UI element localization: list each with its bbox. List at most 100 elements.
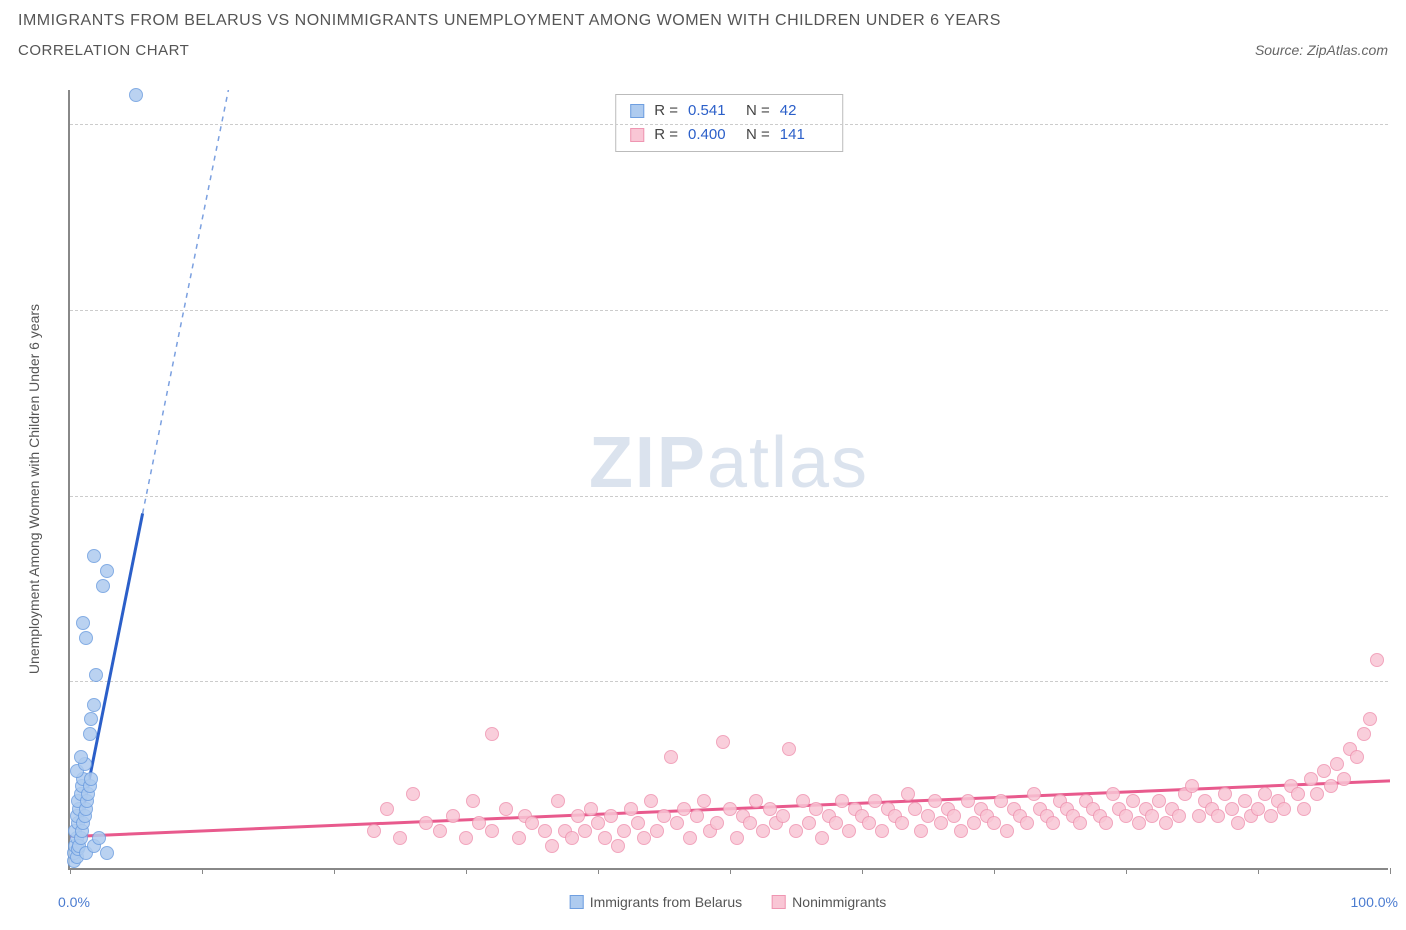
- scatter-point: [1099, 816, 1113, 830]
- scatter-point: [96, 579, 110, 593]
- scatter-point: [921, 809, 935, 823]
- scatter-point: [631, 816, 645, 830]
- scatter-point: [74, 750, 88, 764]
- grid-line: [70, 681, 1388, 682]
- scatter-point: [829, 816, 843, 830]
- grid-line: [70, 310, 1388, 311]
- scatter-point: [1211, 809, 1225, 823]
- scatter-point: [1370, 653, 1384, 667]
- scatter-point: [835, 794, 849, 808]
- scatter-point: [928, 794, 942, 808]
- chart-container: Unemployment Among Women with Children U…: [44, 90, 1388, 888]
- scatter-point: [723, 802, 737, 816]
- scatter-point: [87, 698, 101, 712]
- scatter-point: [730, 831, 744, 845]
- chart-svg-overlay: [70, 90, 1390, 870]
- scatter-point: [868, 794, 882, 808]
- scatter-point: [419, 816, 433, 830]
- scatter-point: [1330, 757, 1344, 771]
- scatter-point: [92, 831, 106, 845]
- scatter-point: [1185, 779, 1199, 793]
- stats-r-label: R =: [654, 99, 678, 123]
- scatter-point: [895, 816, 909, 830]
- scatter-point: [485, 727, 499, 741]
- scatter-point: [584, 802, 598, 816]
- scatter-point: [954, 824, 968, 838]
- x-axis-zero-label: 0.0%: [58, 894, 90, 910]
- scatter-point: [611, 839, 625, 853]
- y-tick-label: 75.0%: [1398, 287, 1406, 303]
- scatter-point: [776, 809, 790, 823]
- scatter-point: [604, 809, 618, 823]
- plot-area: ZIPatlas R =0.541N =42R =0.400N =141 25.…: [68, 90, 1388, 870]
- scatter-point: [802, 816, 816, 830]
- legend-item: Immigrants from Belarus: [570, 894, 742, 910]
- scatter-point: [782, 742, 796, 756]
- scatter-point: [525, 816, 539, 830]
- watermark-light: atlas: [707, 423, 869, 503]
- scatter-point: [571, 809, 585, 823]
- chart-header: Immigrants from Belarus vs Nonimmigrants…: [0, 0, 1406, 59]
- scatter-point: [947, 809, 961, 823]
- scatter-point: [1106, 787, 1120, 801]
- scatter-point: [87, 549, 101, 563]
- x-tick: [466, 868, 467, 874]
- scatter-point: [84, 772, 98, 786]
- scatter-point: [842, 824, 856, 838]
- legend-label: Immigrants from Belarus: [590, 894, 742, 910]
- scatter-point: [1291, 787, 1305, 801]
- scatter-point: [1251, 802, 1265, 816]
- scatter-point: [1337, 772, 1351, 786]
- y-axis-label: Unemployment Among Women with Children U…: [26, 304, 42, 674]
- stats-row: R =0.400N =141: [630, 123, 828, 147]
- scatter-point: [1172, 809, 1186, 823]
- scatter-point: [367, 824, 381, 838]
- scatter-point: [677, 802, 691, 816]
- stats-n-value: 141: [780, 123, 828, 147]
- scatter-point: [466, 794, 480, 808]
- bottom-legend: Immigrants from BelarusNonimmigrants: [570, 894, 887, 910]
- x-tick: [70, 868, 71, 874]
- scatter-point: [1238, 794, 1252, 808]
- scatter-point: [617, 824, 631, 838]
- scatter-point: [1225, 802, 1239, 816]
- scatter-point: [796, 794, 810, 808]
- stats-r-label: R =: [654, 123, 678, 147]
- x-tick: [862, 868, 863, 874]
- scatter-point: [901, 787, 915, 801]
- scatter-point: [961, 794, 975, 808]
- scatter-point: [1277, 802, 1291, 816]
- scatter-point: [1132, 816, 1146, 830]
- scatter-point: [1000, 824, 1014, 838]
- scatter-point: [79, 631, 93, 645]
- scatter-point: [934, 816, 948, 830]
- scatter-point: [591, 816, 605, 830]
- scatter-point: [650, 824, 664, 838]
- scatter-point: [1264, 809, 1278, 823]
- grid-line: [70, 124, 1388, 125]
- scatter-point: [1218, 787, 1232, 801]
- scatter-point: [1152, 794, 1166, 808]
- x-tick: [994, 868, 995, 874]
- scatter-point: [1020, 816, 1034, 830]
- scatter-point: [1119, 809, 1133, 823]
- y-tick-label: 25.0%: [1398, 658, 1406, 674]
- stats-r-value: 0.400: [688, 123, 736, 147]
- scatter-point: [1297, 802, 1311, 816]
- scatter-point: [637, 831, 651, 845]
- scatter-point: [1145, 809, 1159, 823]
- scatter-point: [472, 816, 486, 830]
- trend-line-dashed: [143, 90, 229, 513]
- scatter-point: [644, 794, 658, 808]
- scatter-point: [380, 802, 394, 816]
- scatter-point: [578, 824, 592, 838]
- scatter-point: [749, 794, 763, 808]
- scatter-point: [657, 809, 671, 823]
- legend-swatch: [772, 895, 786, 909]
- scatter-point: [1073, 816, 1087, 830]
- scatter-point: [908, 802, 922, 816]
- scatter-point: [1357, 727, 1371, 741]
- x-tick: [598, 868, 599, 874]
- scatter-point: [1317, 764, 1331, 778]
- scatter-point: [1027, 787, 1041, 801]
